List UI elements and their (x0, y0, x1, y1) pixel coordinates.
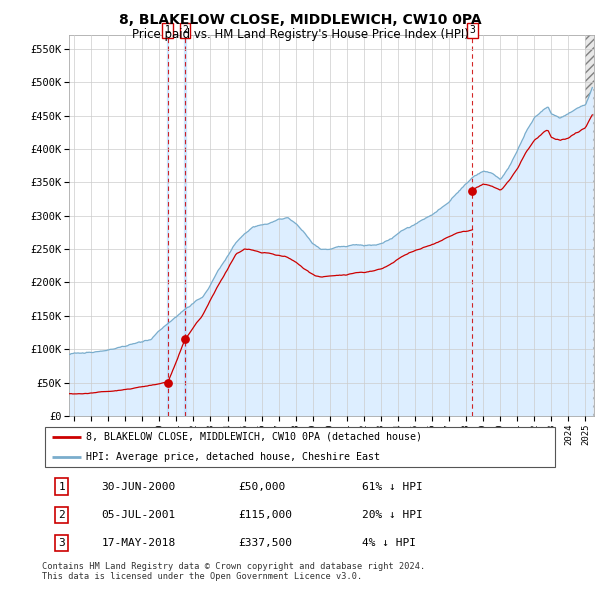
Text: Price paid vs. HM Land Registry's House Price Index (HPI): Price paid vs. HM Land Registry's House … (131, 28, 469, 41)
Text: HPI: Average price, detached house, Cheshire East: HPI: Average price, detached house, Ches… (86, 452, 380, 462)
Text: 3: 3 (58, 538, 65, 548)
Text: 8, BLAKELOW CLOSE, MIDDLEWICH, CW10 0PA (detached house): 8, BLAKELOW CLOSE, MIDDLEWICH, CW10 0PA … (86, 432, 422, 442)
Text: £115,000: £115,000 (238, 510, 292, 520)
Text: 2: 2 (182, 25, 188, 35)
Text: £50,000: £50,000 (238, 481, 286, 491)
Text: 17-MAY-2018: 17-MAY-2018 (101, 538, 176, 548)
Text: 05-JUL-2001: 05-JUL-2001 (101, 510, 176, 520)
Text: 4% ↓ HPI: 4% ↓ HPI (362, 538, 416, 548)
Text: £337,500: £337,500 (238, 538, 292, 548)
Text: 2: 2 (58, 510, 65, 520)
Point (163, 378, 173, 387)
Bar (586, 35, 594, 416)
Point (467, 186, 477, 195)
Text: 61% ↓ HPI: 61% ↓ HPI (362, 481, 422, 491)
Bar (167, 35, 169, 416)
Text: 30-JUN-2000: 30-JUN-2000 (101, 481, 176, 491)
FancyBboxPatch shape (44, 427, 556, 467)
Text: 1: 1 (165, 25, 171, 35)
Text: 3: 3 (470, 25, 475, 35)
Point (180, 335, 190, 344)
Text: 20% ↓ HPI: 20% ↓ HPI (362, 510, 422, 520)
Text: Contains HM Land Registry data © Crown copyright and database right 2024.
This d: Contains HM Land Registry data © Crown c… (42, 562, 425, 581)
Polygon shape (586, 35, 594, 416)
Bar (184, 35, 186, 416)
Text: 1: 1 (58, 481, 65, 491)
Text: 8, BLAKELOW CLOSE, MIDDLEWICH, CW10 0PA: 8, BLAKELOW CLOSE, MIDDLEWICH, CW10 0PA (119, 13, 481, 27)
